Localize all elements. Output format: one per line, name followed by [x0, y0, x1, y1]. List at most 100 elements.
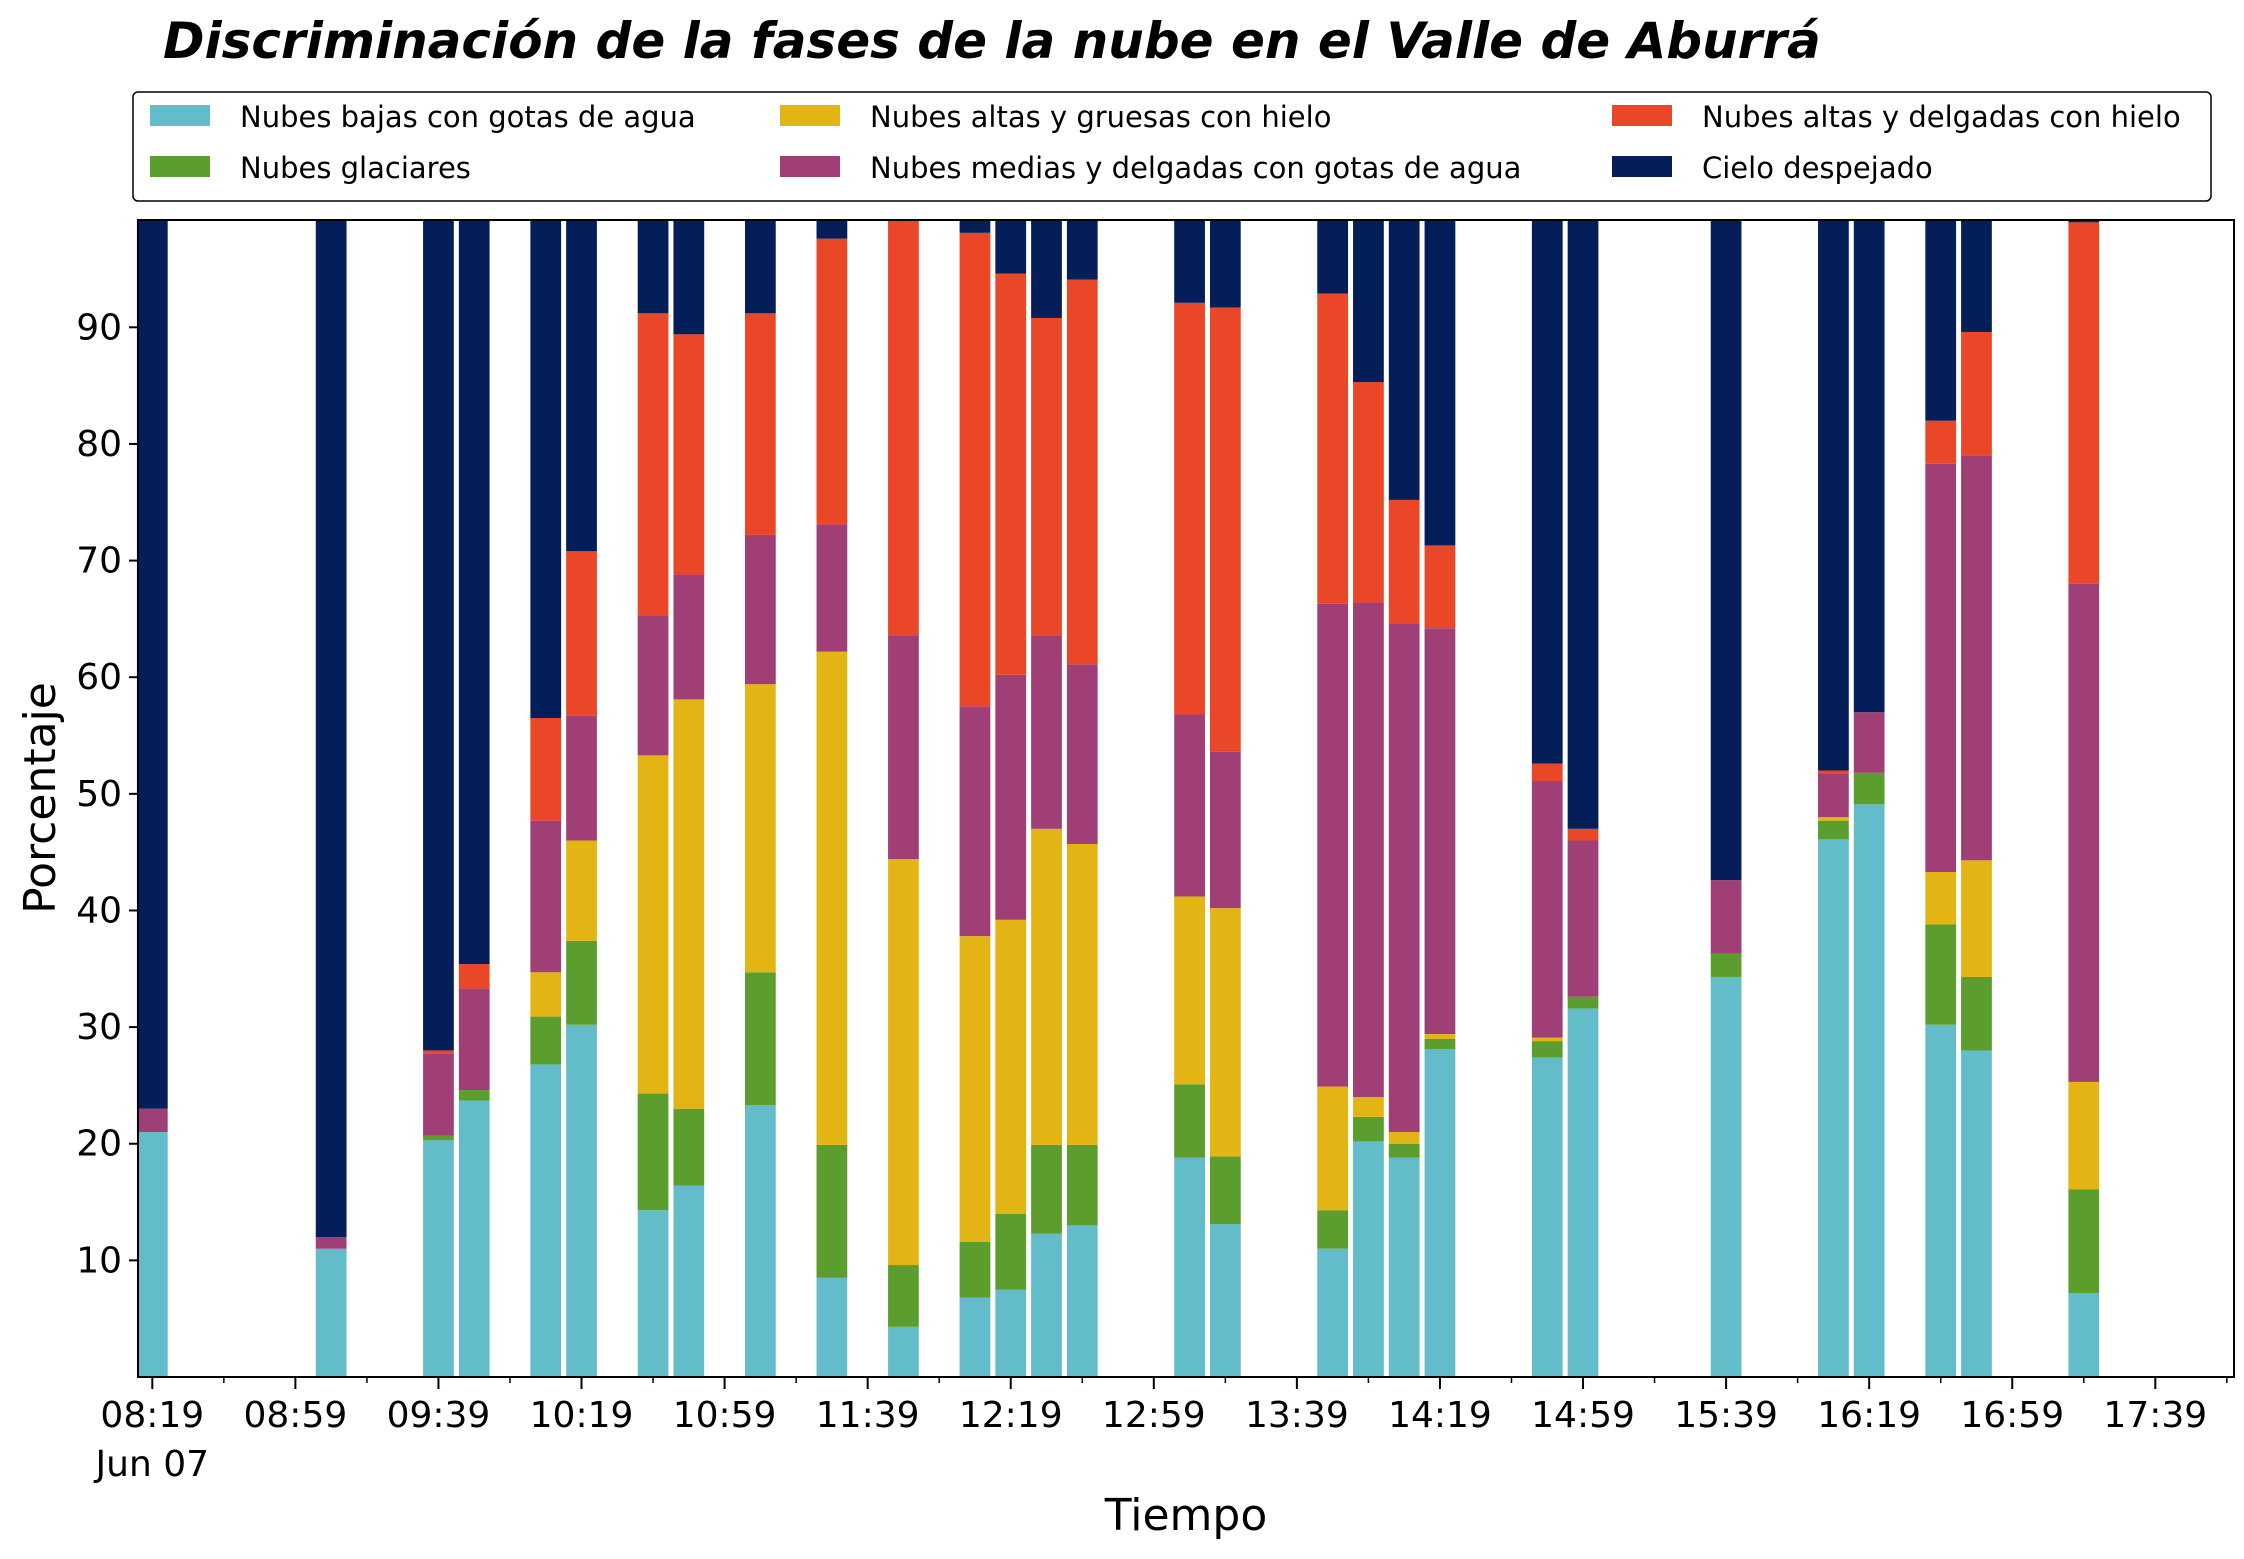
bar-segment	[995, 1289, 1027, 1377]
y-tick-label: 80	[76, 424, 122, 465]
x-axis-label: Tiempo	[1104, 1490, 1268, 1541]
bar-segment	[1353, 220, 1384, 383]
bar-segment	[458, 220, 490, 965]
bar-segment	[1066, 1144, 1098, 1226]
x-tick-label: 12:59	[1102, 1395, 1206, 1436]
legend: Nubes bajas con gotas de agua Nubes glaci…	[132, 91, 2212, 202]
x-tick-label: 11:39	[816, 1395, 920, 1436]
bar-segment	[888, 1326, 919, 1377]
bar-segment	[423, 220, 454, 1051]
bar-segment	[888, 635, 919, 860]
bar-segment	[566, 1024, 597, 1377]
bar-segment	[1567, 220, 1599, 829]
bar-segment	[2068, 1293, 2100, 1377]
bar-segment	[1710, 976, 1742, 1377]
bar-segment	[995, 674, 1027, 920]
x-tick-label: 17:39	[2103, 1395, 2207, 1436]
bar-segment	[1209, 908, 1241, 1157]
bar-segment	[1209, 751, 1241, 909]
bar-segment	[1317, 1210, 1349, 1249]
bar-segment	[1066, 664, 1098, 844]
bar-segment	[458, 964, 490, 989]
y-tick-label: 70	[76, 541, 122, 582]
bar-segment	[1853, 220, 1885, 713]
bar-segment	[1424, 1034, 1456, 1039]
bar-segment	[888, 1265, 919, 1327]
chart-title: Discriminación de la fases de la nube en…	[163, 12, 1821, 70]
legend-swatch	[1612, 156, 1672, 177]
plot-area	[136, 220, 2100, 1377]
y-axis-label: Porcentaje	[15, 682, 66, 914]
bar-segment	[423, 1135, 454, 1141]
bar-segment	[959, 1297, 991, 1377]
bar-segment	[1031, 828, 1062, 1145]
bar-segment	[1388, 623, 1420, 1133]
bar-segment	[1353, 1116, 1384, 1142]
bar-segment	[744, 684, 776, 973]
bar-segment	[816, 651, 848, 1145]
bar-segment	[1031, 635, 1062, 829]
legend-entry-label: Nubes altas y delgadas con hielo	[1702, 100, 2181, 134]
bar-segment	[1209, 307, 1241, 752]
bar-segment	[959, 220, 991, 233]
x-tick-label: 10:59	[673, 1395, 777, 1436]
bar-segment	[1031, 1144, 1062, 1234]
bar-segment	[1925, 420, 1957, 464]
bar-segment	[673, 1185, 705, 1377]
x-axis: 08:19 Jun 07 08:59 09:39 10:19 10:59 11:39 12:1…	[94, 1377, 2228, 1485]
x-tick-label: 09:39	[387, 1395, 491, 1436]
y-axis: 10 20 30 40 50 60 70 80 90	[76, 307, 138, 1281]
bar-segment	[1388, 1132, 1420, 1144]
bar-segment	[1066, 279, 1098, 665]
bar-segment	[1353, 1097, 1384, 1117]
bar-segment	[959, 936, 991, 1242]
bar-segment	[995, 220, 1027, 274]
bar-segment	[136, 1108, 168, 1133]
y-tick-label: 90	[76, 307, 122, 348]
legend-entry-label: Nubes altas y gruesas con hielo	[870, 100, 1331, 134]
bar-segment	[530, 220, 562, 719]
bar-segment	[744, 534, 776, 685]
bar-segment	[816, 524, 848, 652]
bar-segment	[423, 1140, 454, 1377]
bar-segment	[566, 840, 597, 941]
bar-segment	[1424, 545, 1456, 629]
x-tick-label: 08:19	[100, 1395, 204, 1436]
bar-segment	[136, 1132, 168, 1377]
bar-segment	[1710, 953, 1742, 977]
bar-segment	[530, 972, 562, 1017]
bar-segment	[1531, 220, 1563, 764]
bar-segment	[1424, 1049, 1456, 1377]
bar-segment	[530, 718, 562, 821]
bar-segment	[315, 1248, 347, 1377]
bar-segment	[673, 220, 705, 335]
bar-segment	[458, 1090, 490, 1101]
bar-segment	[637, 313, 669, 616]
bar-segment	[1531, 781, 1563, 1038]
bar-segment	[888, 859, 919, 1266]
bar-segment	[1174, 1084, 1205, 1158]
bar-segment	[566, 551, 597, 716]
legend-swatch	[150, 105, 210, 126]
bar-segment	[995, 1213, 1027, 1290]
bar-segment	[1531, 1041, 1563, 1058]
bar-segment	[816, 238, 848, 525]
y-tick-label: 30	[76, 1007, 122, 1048]
bar-segment	[458, 988, 490, 1091]
bar-segment	[1961, 976, 1992, 1051]
bar-segment	[673, 574, 705, 700]
bar-segment	[1174, 1157, 1205, 1377]
bar-segment	[1317, 1248, 1349, 1377]
bar-segment	[2068, 222, 2100, 584]
bar-segment	[1031, 220, 1062, 318]
x-tick-label: 15:39	[1674, 1395, 1778, 1436]
bar-segment	[816, 220, 848, 239]
bar-segment	[1317, 220, 1349, 294]
bar-segment	[423, 1053, 454, 1136]
bar-segment	[1961, 860, 1992, 977]
bar-segment	[744, 220, 776, 314]
bar-segment	[1066, 843, 1098, 1145]
bar-segment	[1174, 896, 1205, 1085]
bar-segment	[1531, 1037, 1563, 1042]
